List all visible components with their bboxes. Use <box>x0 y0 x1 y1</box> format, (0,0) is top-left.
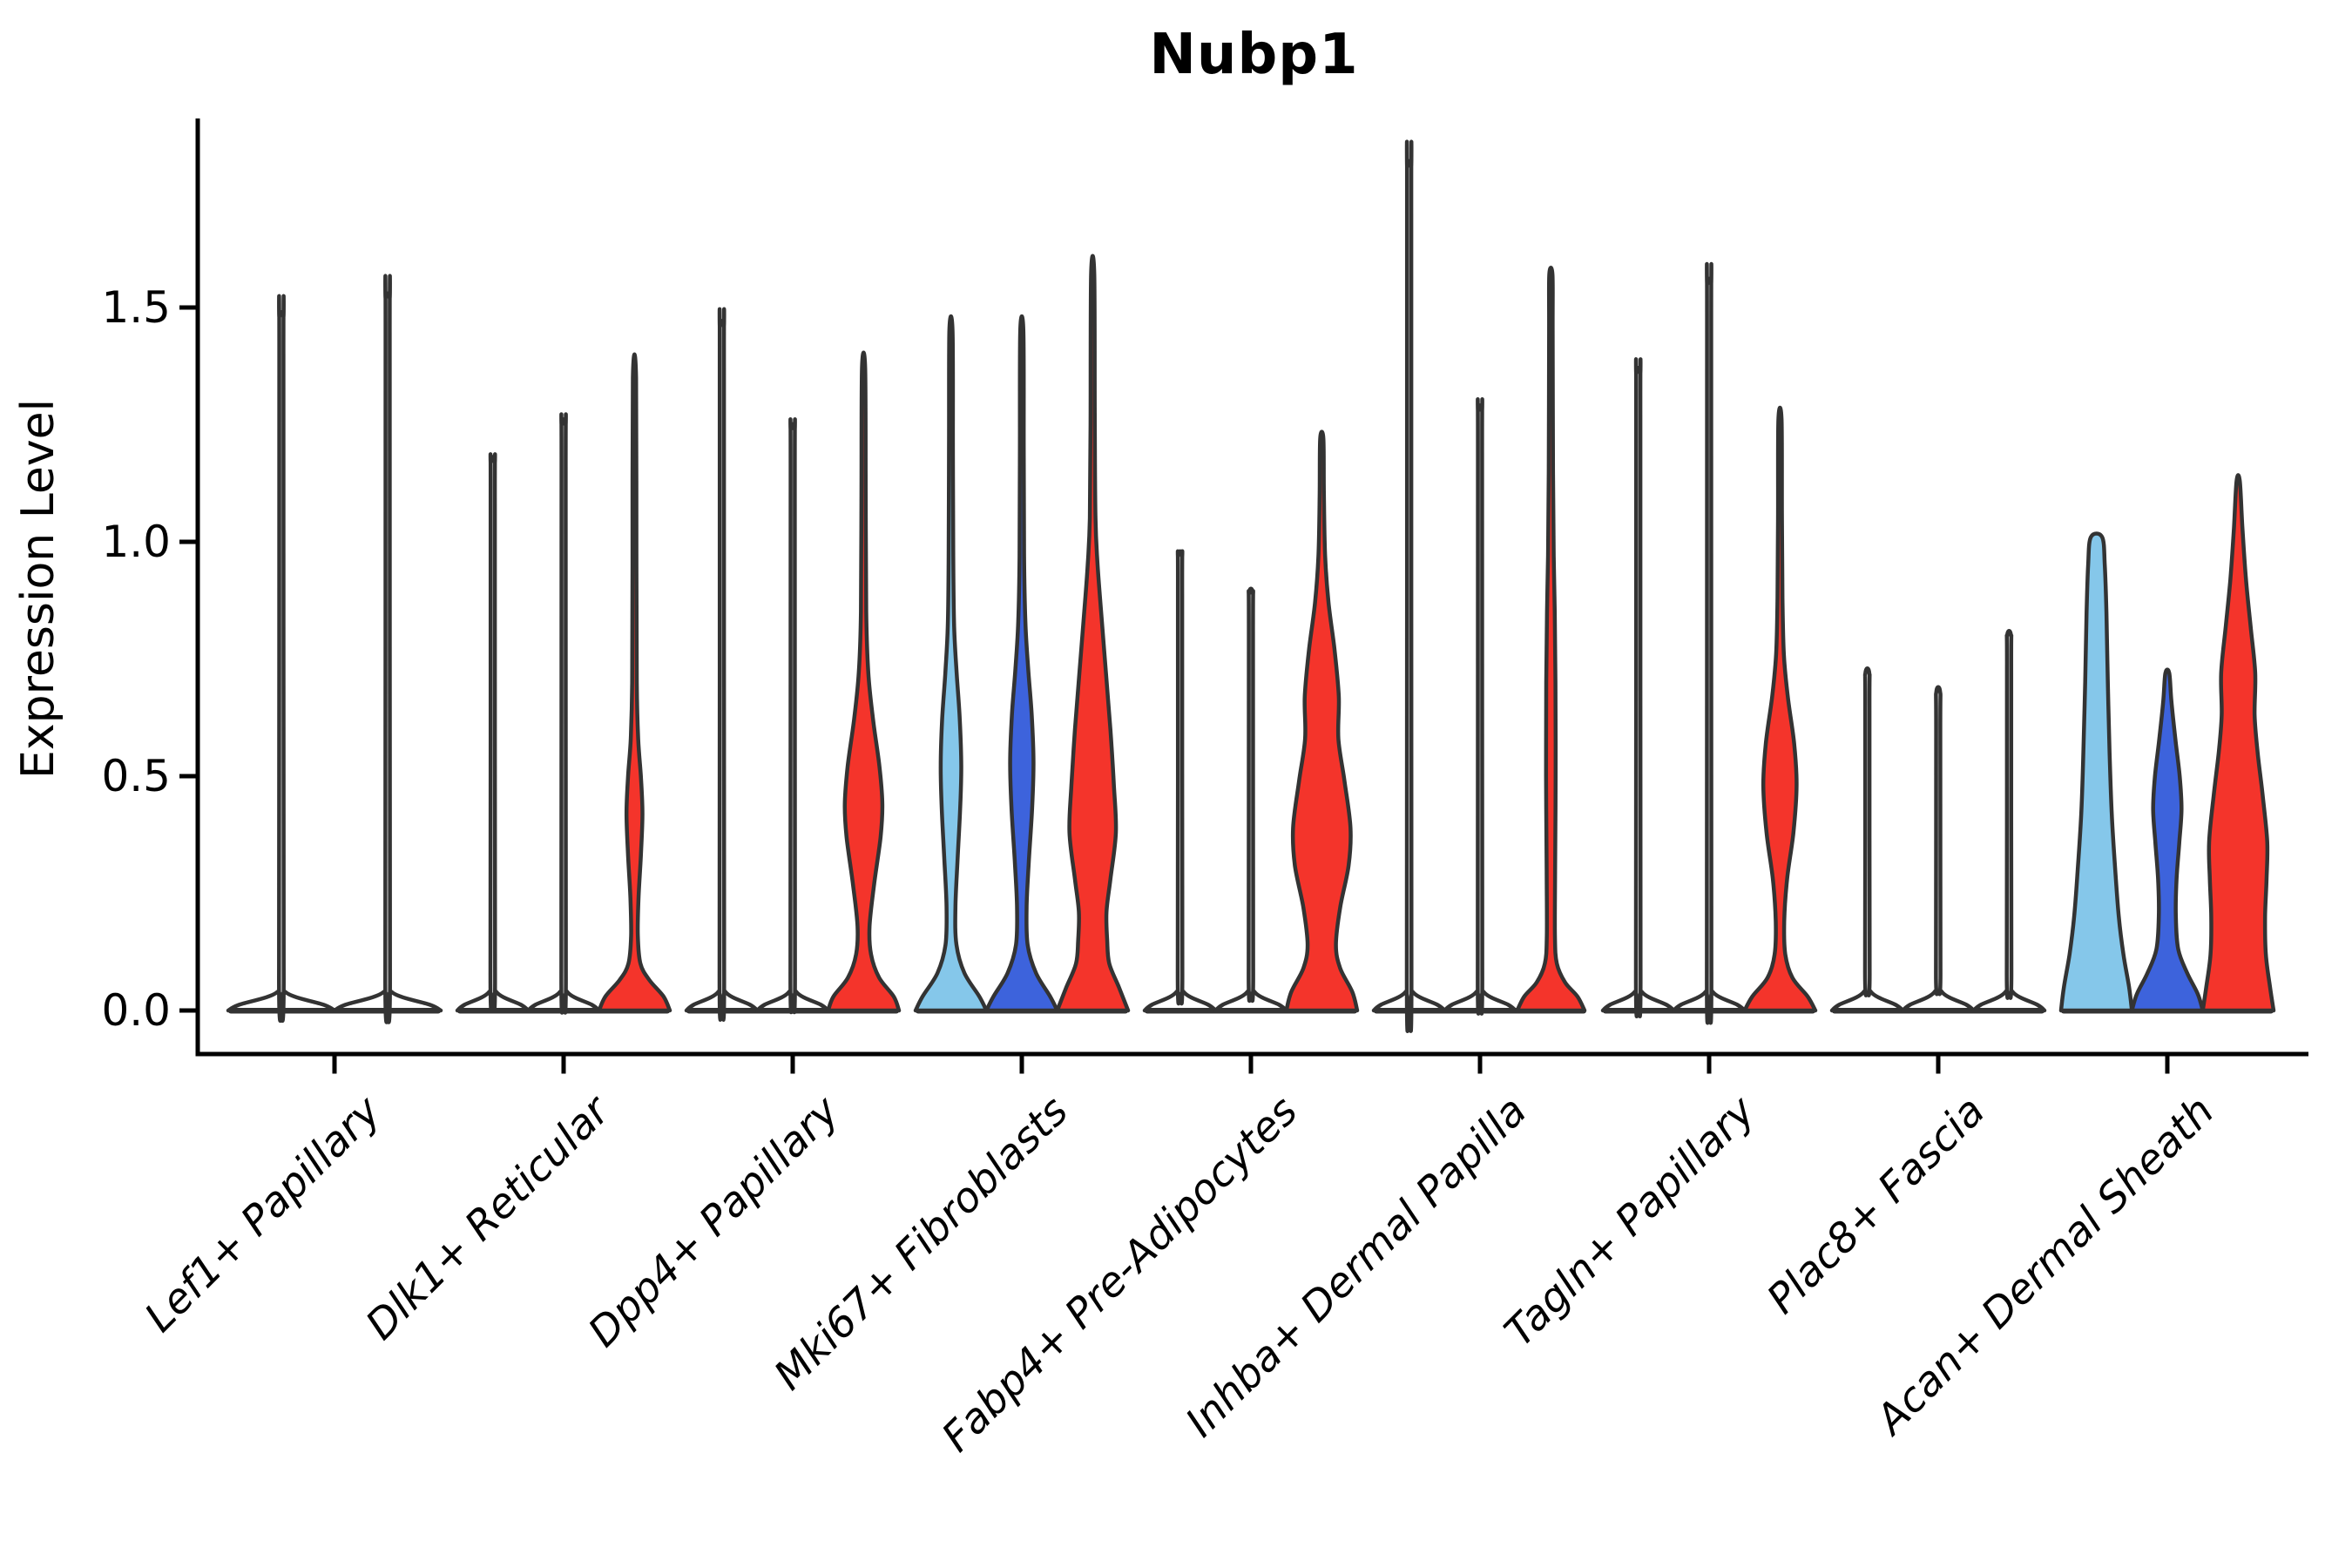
x-tick-mark <box>1248 1056 1254 1074</box>
x-tick-mark <box>1707 1056 1712 1074</box>
x-tick-mark <box>332 1056 337 1074</box>
y-tick-mark <box>179 1008 198 1013</box>
violin-series2 <box>1901 685 1976 1013</box>
violin-series2 <box>984 314 1059 1013</box>
violin-series2 <box>1672 261 1747 1025</box>
violin-series2 <box>332 274 443 1024</box>
violin-series1 <box>226 294 337 1024</box>
violin-series3 <box>2200 473 2276 1013</box>
y-tick-label: 1.5 <box>101 282 171 333</box>
violin-series1 <box>1829 666 1905 1013</box>
violin-shapes <box>226 139 2276 1033</box>
y-tick-mark <box>179 774 198 779</box>
violin-series2 <box>755 417 830 1015</box>
violin-series3 <box>1284 429 1360 1013</box>
x-tick-mark <box>561 1056 566 1074</box>
violin-series1 <box>1142 549 1218 1013</box>
violin-series3 <box>1971 628 2047 1013</box>
axis-tick-marks <box>179 305 2170 1074</box>
x-tick-mark <box>1019 1056 1024 1074</box>
violin-series2 <box>1213 586 1288 1013</box>
chart-title: Nubp1 <box>1149 23 1359 87</box>
violin-series3 <box>826 350 902 1013</box>
violin-series1 <box>1371 139 1447 1033</box>
y-tick-mark <box>179 539 198 544</box>
violin-series1 <box>1600 357 1676 1018</box>
x-tick-mark <box>1477 1056 1483 1074</box>
axis-spines <box>195 118 2308 1057</box>
y-tick-label: 0.5 <box>101 751 171 801</box>
y-axis-label: Expression Level <box>12 398 64 780</box>
y-tick-mark <box>179 305 198 310</box>
x-tick-mark <box>2165 1056 2170 1074</box>
x-tick-mark <box>790 1056 795 1074</box>
violin-series2 <box>526 412 601 1015</box>
violin-series1 <box>913 314 989 1013</box>
violin-series3 <box>1055 253 1131 1013</box>
y-tick-label: 1.0 <box>101 517 171 567</box>
violin-series3 <box>1515 266 1587 1013</box>
x-tick-mark <box>1936 1056 1941 1074</box>
violin-series2 <box>2130 667 2205 1013</box>
violin-series3 <box>597 352 672 1013</box>
violin-series1 <box>455 452 531 1013</box>
y-tick-label: 0.0 <box>101 985 171 1036</box>
violin-series1 <box>2058 531 2134 1013</box>
violin-series1 <box>684 307 760 1022</box>
violin-series3 <box>1742 405 1818 1013</box>
violin-series2 <box>1443 397 1517 1016</box>
